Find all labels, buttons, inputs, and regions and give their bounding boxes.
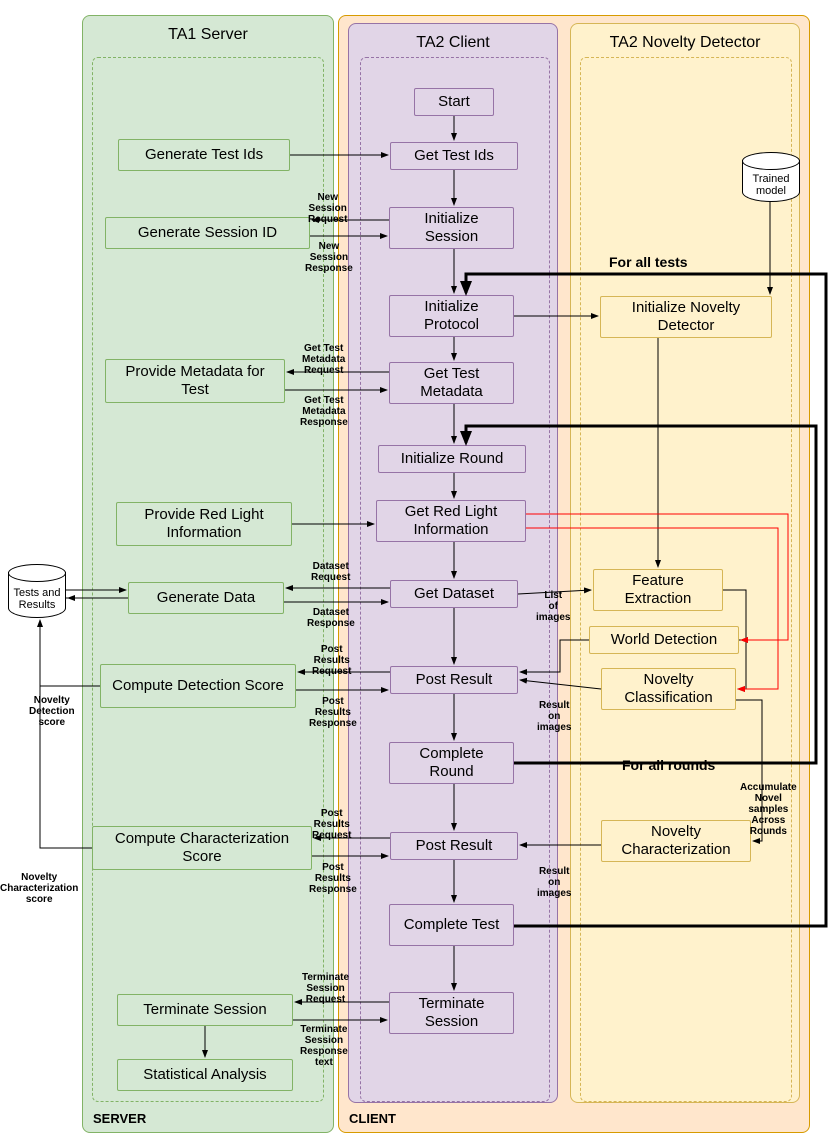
cyl-trained-model-label: Trained model bbox=[743, 173, 799, 197]
edge-label-7: Post Results Response bbox=[309, 696, 357, 729]
box-world-detect: World Detection bbox=[589, 626, 739, 654]
box-compute-detection: Compute Detection Score bbox=[100, 664, 296, 708]
box-provide-metadata: Provide Metadata for Test bbox=[105, 359, 285, 403]
edge-label-5: Dataset Response bbox=[307, 607, 355, 629]
box-post-result-2: Post Result bbox=[390, 832, 518, 860]
edge-label-17: Accumulate Novel samples Across Rounds bbox=[740, 782, 797, 837]
edge-label-16: Novelty Characterization score bbox=[0, 872, 78, 905]
box-novelty-char: Novelty Characterization bbox=[601, 820, 751, 862]
edge-label-8: Post Results Request bbox=[312, 808, 351, 841]
box-terminate-session-s: Terminate Session bbox=[117, 994, 293, 1026]
box-novelty-class: Novelty Classification bbox=[601, 668, 736, 710]
cyl-tests-results: Tests and Results bbox=[8, 572, 66, 618]
box-init-round: Initialize Round bbox=[378, 445, 526, 473]
box-init-protocol: Initialize Protocol bbox=[389, 295, 514, 337]
edge-label-14: Result on images bbox=[537, 866, 571, 899]
box-terminate-session-c: Terminate Session bbox=[389, 992, 514, 1034]
box-get-dataset: Get Dataset bbox=[390, 580, 518, 608]
server-title: TA1 Server bbox=[83, 16, 333, 54]
box-get-red-light: Get Red Light Information bbox=[376, 500, 526, 542]
edge-label-11: Terminate Session Response text bbox=[300, 1024, 348, 1068]
box-provide-red-light: Provide Red Light Information bbox=[116, 502, 292, 546]
server-footer: SERVER bbox=[93, 1111, 146, 1126]
box-gen-test-ids: Generate Test Ids bbox=[118, 139, 290, 171]
edge-label-1: New Session Response bbox=[305, 241, 353, 274]
edge-label-4: Dataset Request bbox=[311, 561, 350, 583]
box-post-result-1: Post Result bbox=[390, 666, 518, 694]
cyl-trained-model: Trained model bbox=[742, 160, 800, 202]
box-start: Start bbox=[414, 88, 494, 116]
client-footer: CLIENT bbox=[349, 1111, 396, 1126]
edge-label-15: Novelty Detection score bbox=[29, 695, 75, 728]
box-statistical-analysis: Statistical Analysis bbox=[117, 1059, 293, 1091]
loop-all-rounds: For all rounds bbox=[622, 757, 715, 773]
edge-label-13: Result on images bbox=[537, 700, 571, 733]
edge-label-6: Post Results Request bbox=[312, 644, 351, 677]
edge-label-2: Get Test Metadata Request bbox=[302, 343, 345, 376]
edge-label-12: List of images bbox=[536, 590, 570, 623]
cyl-tests-results-label: Tests and Results bbox=[9, 587, 65, 611]
box-init-novelty: Initialize Novelty Detector bbox=[600, 296, 772, 338]
box-feature-extract: Feature Extraction bbox=[593, 569, 723, 611]
box-get-test-meta: Get Test Metadata bbox=[389, 362, 514, 404]
server-inner bbox=[92, 57, 324, 1102]
edge-label-3: Get Test Metadata Response bbox=[300, 395, 348, 428]
box-complete-round: Complete Round bbox=[389, 742, 514, 784]
box-get-test-ids: Get Test Ids bbox=[390, 142, 518, 170]
edge-label-9: Post Results Response bbox=[309, 862, 357, 895]
box-compute-char: Compute Characterization Score bbox=[92, 826, 312, 870]
box-complete-test: Complete Test bbox=[389, 904, 514, 946]
loop-all-tests: For all tests bbox=[609, 254, 688, 270]
box-gen-session-id: Generate Session ID bbox=[105, 217, 310, 249]
edge-label-0: New Session Request bbox=[308, 192, 347, 225]
box-init-session: Initialize Session bbox=[389, 207, 514, 249]
edge-label-10: Terminate Session Request bbox=[302, 972, 349, 1005]
box-generate-data: Generate Data bbox=[128, 582, 284, 614]
